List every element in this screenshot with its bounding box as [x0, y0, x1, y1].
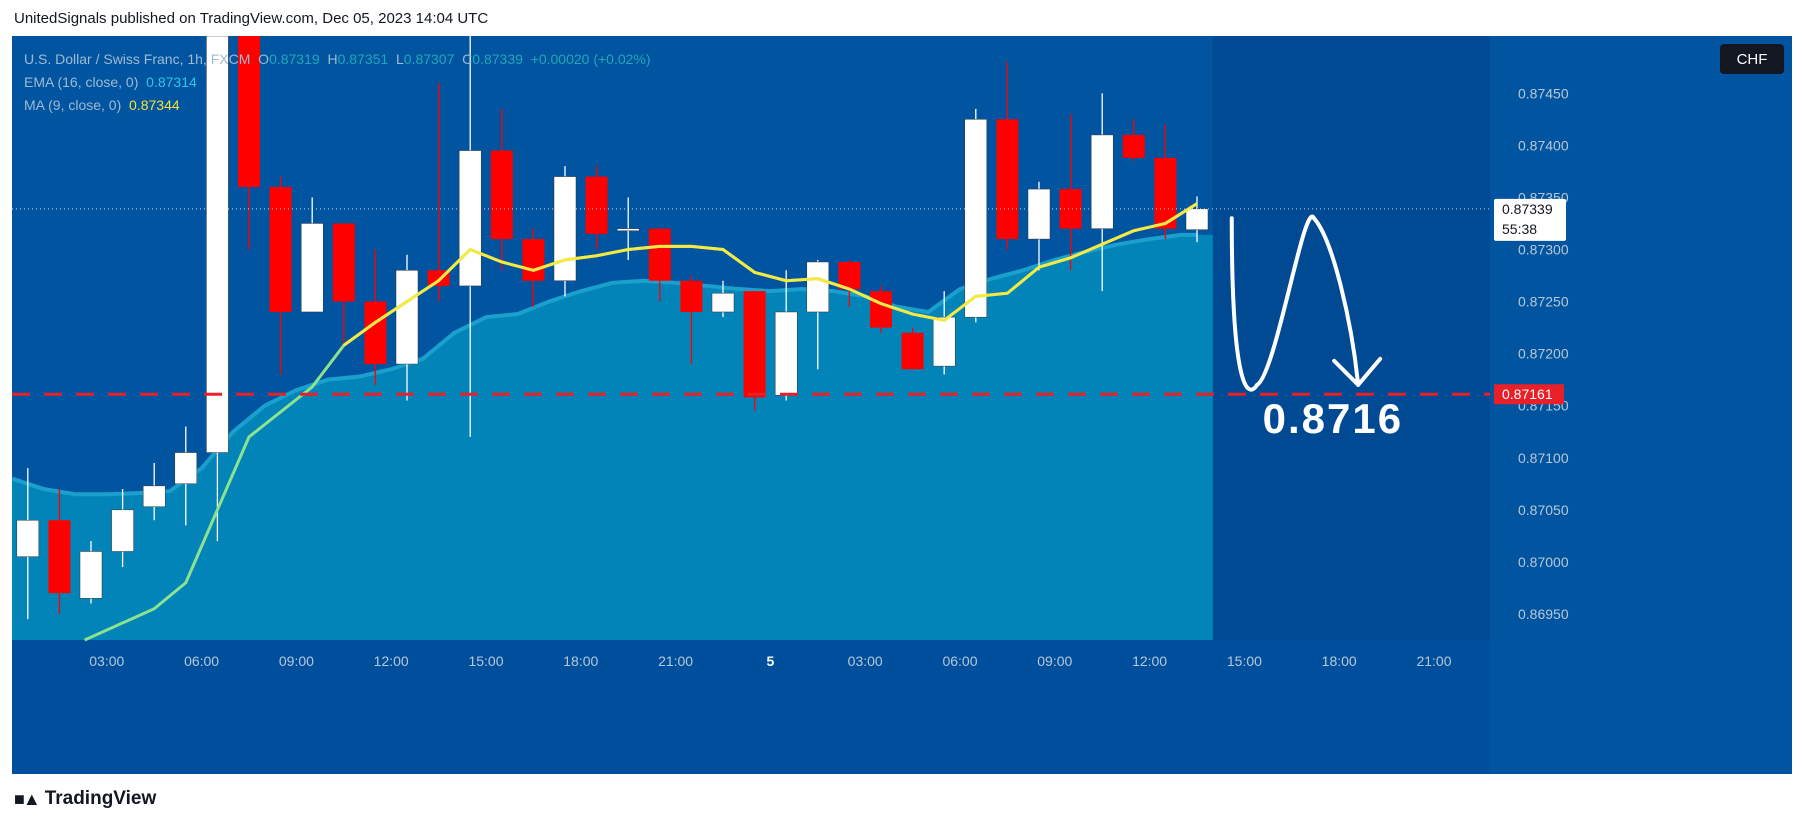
- legend-open: 0.87319: [269, 51, 320, 67]
- chart-legend: U.S. Dollar / Swiss Franc, 1h, FXCM O0.8…: [24, 48, 651, 117]
- time-tick: 12:00: [1132, 653, 1167, 669]
- price-tick: 0.87250: [1518, 294, 1569, 310]
- candle-body: [1154, 157, 1177, 229]
- price-tick: 0.86950: [1518, 606, 1569, 622]
- support-price-label: 0.87161: [1502, 386, 1553, 402]
- current-price-tag: [1494, 198, 1566, 241]
- price-axis: [1490, 36, 1792, 774]
- legend-ema-value: 0.87314: [146, 74, 197, 90]
- legend-c-label: C: [462, 51, 473, 67]
- projection-arrow: [1229, 214, 1361, 392]
- legend-ma-label: MA (9, close, 0): [24, 97, 122, 113]
- candle-body: [364, 301, 387, 365]
- legend-high: 0.87351: [337, 51, 389, 67]
- candle-body: [79, 551, 103, 599]
- time-tick: 5: [767, 653, 775, 669]
- candle-body: [206, 36, 229, 453]
- candle-body: [1090, 134, 1114, 229]
- time-tick: 15:00: [1227, 653, 1262, 669]
- chart-area[interactable]: 0.8716 0.87450 0.87400 0.87350 0.87300 0.8725…: [12, 36, 1792, 774]
- ema-line: [12, 232, 1197, 497]
- support-price-tag: [1494, 384, 1564, 405]
- candle-body: [238, 36, 260, 187]
- current-price-label: 0.87339: [1502, 201, 1553, 217]
- legend-o-label: O: [258, 51, 270, 67]
- legend-ma-value: 0.87344: [129, 97, 180, 113]
- candle-body: [996, 119, 1019, 240]
- countdown-label: 55:38: [1502, 221, 1537, 237]
- time-tick: 09:00: [279, 653, 314, 669]
- candle-body: [964, 119, 988, 318]
- candle-body: [522, 239, 545, 281]
- price-tick: 0.87000: [1518, 554, 1569, 570]
- time-tick: 21:00: [1416, 653, 1451, 669]
- candle-body: [711, 292, 735, 313]
- legend-ohlc-row: U.S. Dollar / Swiss Franc, 1h, FXCM O0.8…: [24, 48, 651, 71]
- candle-body: [1059, 189, 1082, 229]
- candle-body: [806, 261, 830, 313]
- time-tick: 06:00: [942, 653, 977, 669]
- legend-l-label: L: [395, 51, 404, 67]
- time-tick: 09:00: [1037, 653, 1072, 669]
- candle-body: [1122, 134, 1145, 158]
- time-tick: 12:00: [374, 653, 409, 669]
- time-tick: 06:00: [184, 653, 219, 669]
- price-tick: 0.87300: [1518, 241, 1569, 257]
- candle-body: [48, 520, 71, 594]
- candle-body: [1027, 188, 1051, 240]
- candle-body: [332, 223, 355, 302]
- candle-body: [553, 176, 577, 281]
- candle-body: [932, 316, 956, 367]
- legend-ema-label: EMA (16, close, 0): [24, 74, 139, 90]
- price-tick: 0.87100: [1518, 450, 1569, 466]
- candle-body: [680, 280, 703, 312]
- tradingview-footer[interactable]: ■▲ TradingView: [14, 788, 156, 810]
- candle-body: [174, 452, 198, 485]
- candle-body: [585, 176, 608, 234]
- tradingview-logo-icon: ■▲: [14, 788, 41, 809]
- candle-body: [269, 187, 292, 312]
- candle-body: [1185, 208, 1209, 230]
- price-tick: 0.87450: [1518, 85, 1569, 101]
- publish-header: UnitedSignals published on TradingView.c…: [14, 10, 489, 27]
- candle-body: [16, 519, 40, 557]
- time-tick: 03:00: [848, 653, 883, 669]
- price-tick: 0.87400: [1518, 137, 1569, 153]
- candle-body: [901, 332, 924, 370]
- ma-line: [342, 202, 1198, 347]
- candle-body: [838, 261, 861, 290]
- time-tick: 15:00: [468, 653, 503, 669]
- time-tick: 21:00: [658, 653, 693, 669]
- candle-body: [300, 223, 324, 313]
- time-tick: 18:00: [563, 653, 598, 669]
- x-axis-strip: [12, 640, 1490, 774]
- candle-body: [616, 228, 640, 231]
- candle-body: [142, 485, 166, 507]
- ema-area-fill: [12, 234, 1213, 640]
- time-tick: 18:00: [1322, 653, 1357, 669]
- currency-button[interactable]: CHF: [1720, 44, 1784, 74]
- candle-body: [395, 270, 419, 365]
- projection-arrowhead: [1332, 356, 1383, 387]
- legend-close: 0.87339: [472, 51, 523, 67]
- target-label: 0.8716: [1263, 395, 1403, 442]
- candle-body: [111, 509, 134, 552]
- candle-body: [743, 291, 766, 398]
- legend-h-label: H: [327, 51, 338, 67]
- candle-body: [648, 228, 671, 281]
- legend-change: +0.00020 (+0.02%): [530, 51, 651, 67]
- time-tick: 03:00: [89, 653, 124, 669]
- candle-body: [490, 150, 513, 240]
- legend-ema-row[interactable]: EMA (16, close, 0) 0.87314: [24, 71, 651, 94]
- legend-symbol: U.S. Dollar / Swiss Franc, 1h, FXCM: [24, 51, 251, 67]
- candle-body: [774, 311, 798, 396]
- candle-body: [458, 150, 482, 287]
- candle-body: [870, 291, 892, 328]
- legend-low: 0.87307: [403, 51, 455, 67]
- legend-ma-row[interactable]: MA (9, close, 0) 0.87344: [24, 94, 651, 117]
- price-tick: 0.87050: [1518, 502, 1569, 518]
- price-tick: 0.87200: [1518, 346, 1569, 362]
- footer-brand: TradingView: [44, 788, 157, 809]
- price-chart[interactable]: 0.87160.874500.874000.873500.873000.8725…: [12, 36, 1792, 774]
